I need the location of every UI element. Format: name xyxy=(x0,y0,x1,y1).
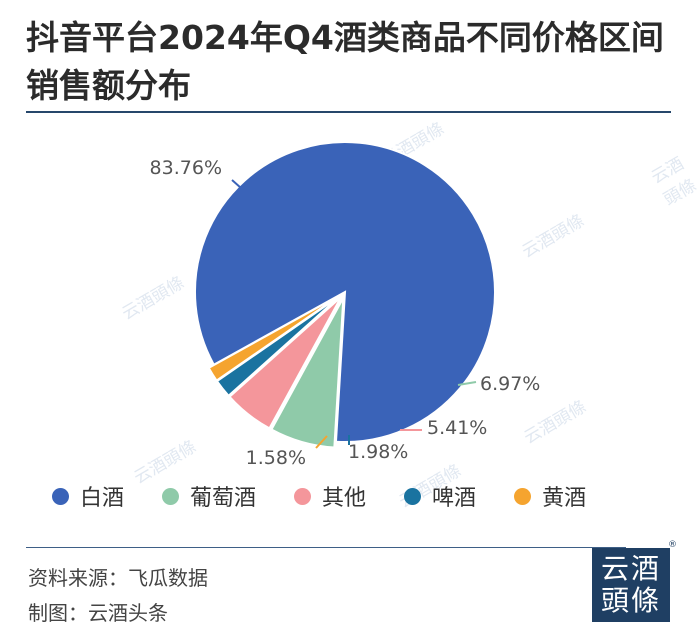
legend-swatch xyxy=(162,487,180,505)
legend-label: 白酒 xyxy=(80,486,125,511)
pie-slice-0 xyxy=(194,141,496,443)
label-leader-line xyxy=(231,179,242,189)
legend-label: 黄酒 xyxy=(542,486,587,511)
pie-chart: 83.76% 6.97% 5.41% 1.98% 1.58% xyxy=(150,141,540,469)
legend-item: 其他 xyxy=(294,480,366,512)
logo-line-2: 頭條 xyxy=(600,584,661,617)
footer-divider xyxy=(26,547,626,548)
data-label: 1.98% xyxy=(348,441,408,463)
legend-swatch xyxy=(514,487,532,505)
logo-line-1: 云酒 xyxy=(600,552,661,585)
legend-item: 黄酒 xyxy=(514,480,586,512)
legend-label: 啤酒 xyxy=(432,486,477,511)
data-label: 6.97% xyxy=(480,373,540,395)
label-leader-line xyxy=(315,435,328,449)
legend-label: 葡萄酒 xyxy=(190,486,257,511)
pie-slice-2 xyxy=(228,295,343,430)
brand-logo: 云酒 頭條 xyxy=(592,548,670,622)
chart-maker-text: 制图：云酒头条 xyxy=(28,601,168,625)
legend-swatch xyxy=(404,487,422,505)
data-label: 83.76% xyxy=(150,157,222,179)
data-label: 5.41% xyxy=(427,417,487,439)
registered-mark: ® xyxy=(668,540,677,550)
pie-chart-area: 83.76% 6.97% 5.41% 1.98% 1.58% xyxy=(0,120,700,540)
title-divider xyxy=(26,111,671,113)
chart-legend: 白酒 葡萄酒 其他 啤酒 黄酒 xyxy=(52,481,672,511)
pie-slice-4 xyxy=(207,294,341,382)
chart-title: 抖音平台2024年Q4酒类商品不同价格区间销售额分布 xyxy=(26,18,664,105)
legend-swatch xyxy=(52,487,69,505)
legend-item: 啤酒 xyxy=(404,480,476,512)
legend-swatch xyxy=(294,487,312,505)
legend-label: 其他 xyxy=(322,486,367,511)
data-label: 1.58% xyxy=(246,447,306,469)
label-leader-line xyxy=(457,381,477,386)
legend-item: 葡萄酒 xyxy=(162,480,256,512)
legend-item: 白酒 xyxy=(52,480,124,512)
pie-slice-1 xyxy=(270,297,345,449)
data-source-text: 资料来源：飞瓜数据 xyxy=(28,566,208,590)
